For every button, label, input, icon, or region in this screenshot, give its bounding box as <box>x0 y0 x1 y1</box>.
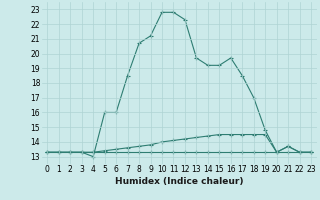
X-axis label: Humidex (Indice chaleur): Humidex (Indice chaleur) <box>115 177 244 186</box>
